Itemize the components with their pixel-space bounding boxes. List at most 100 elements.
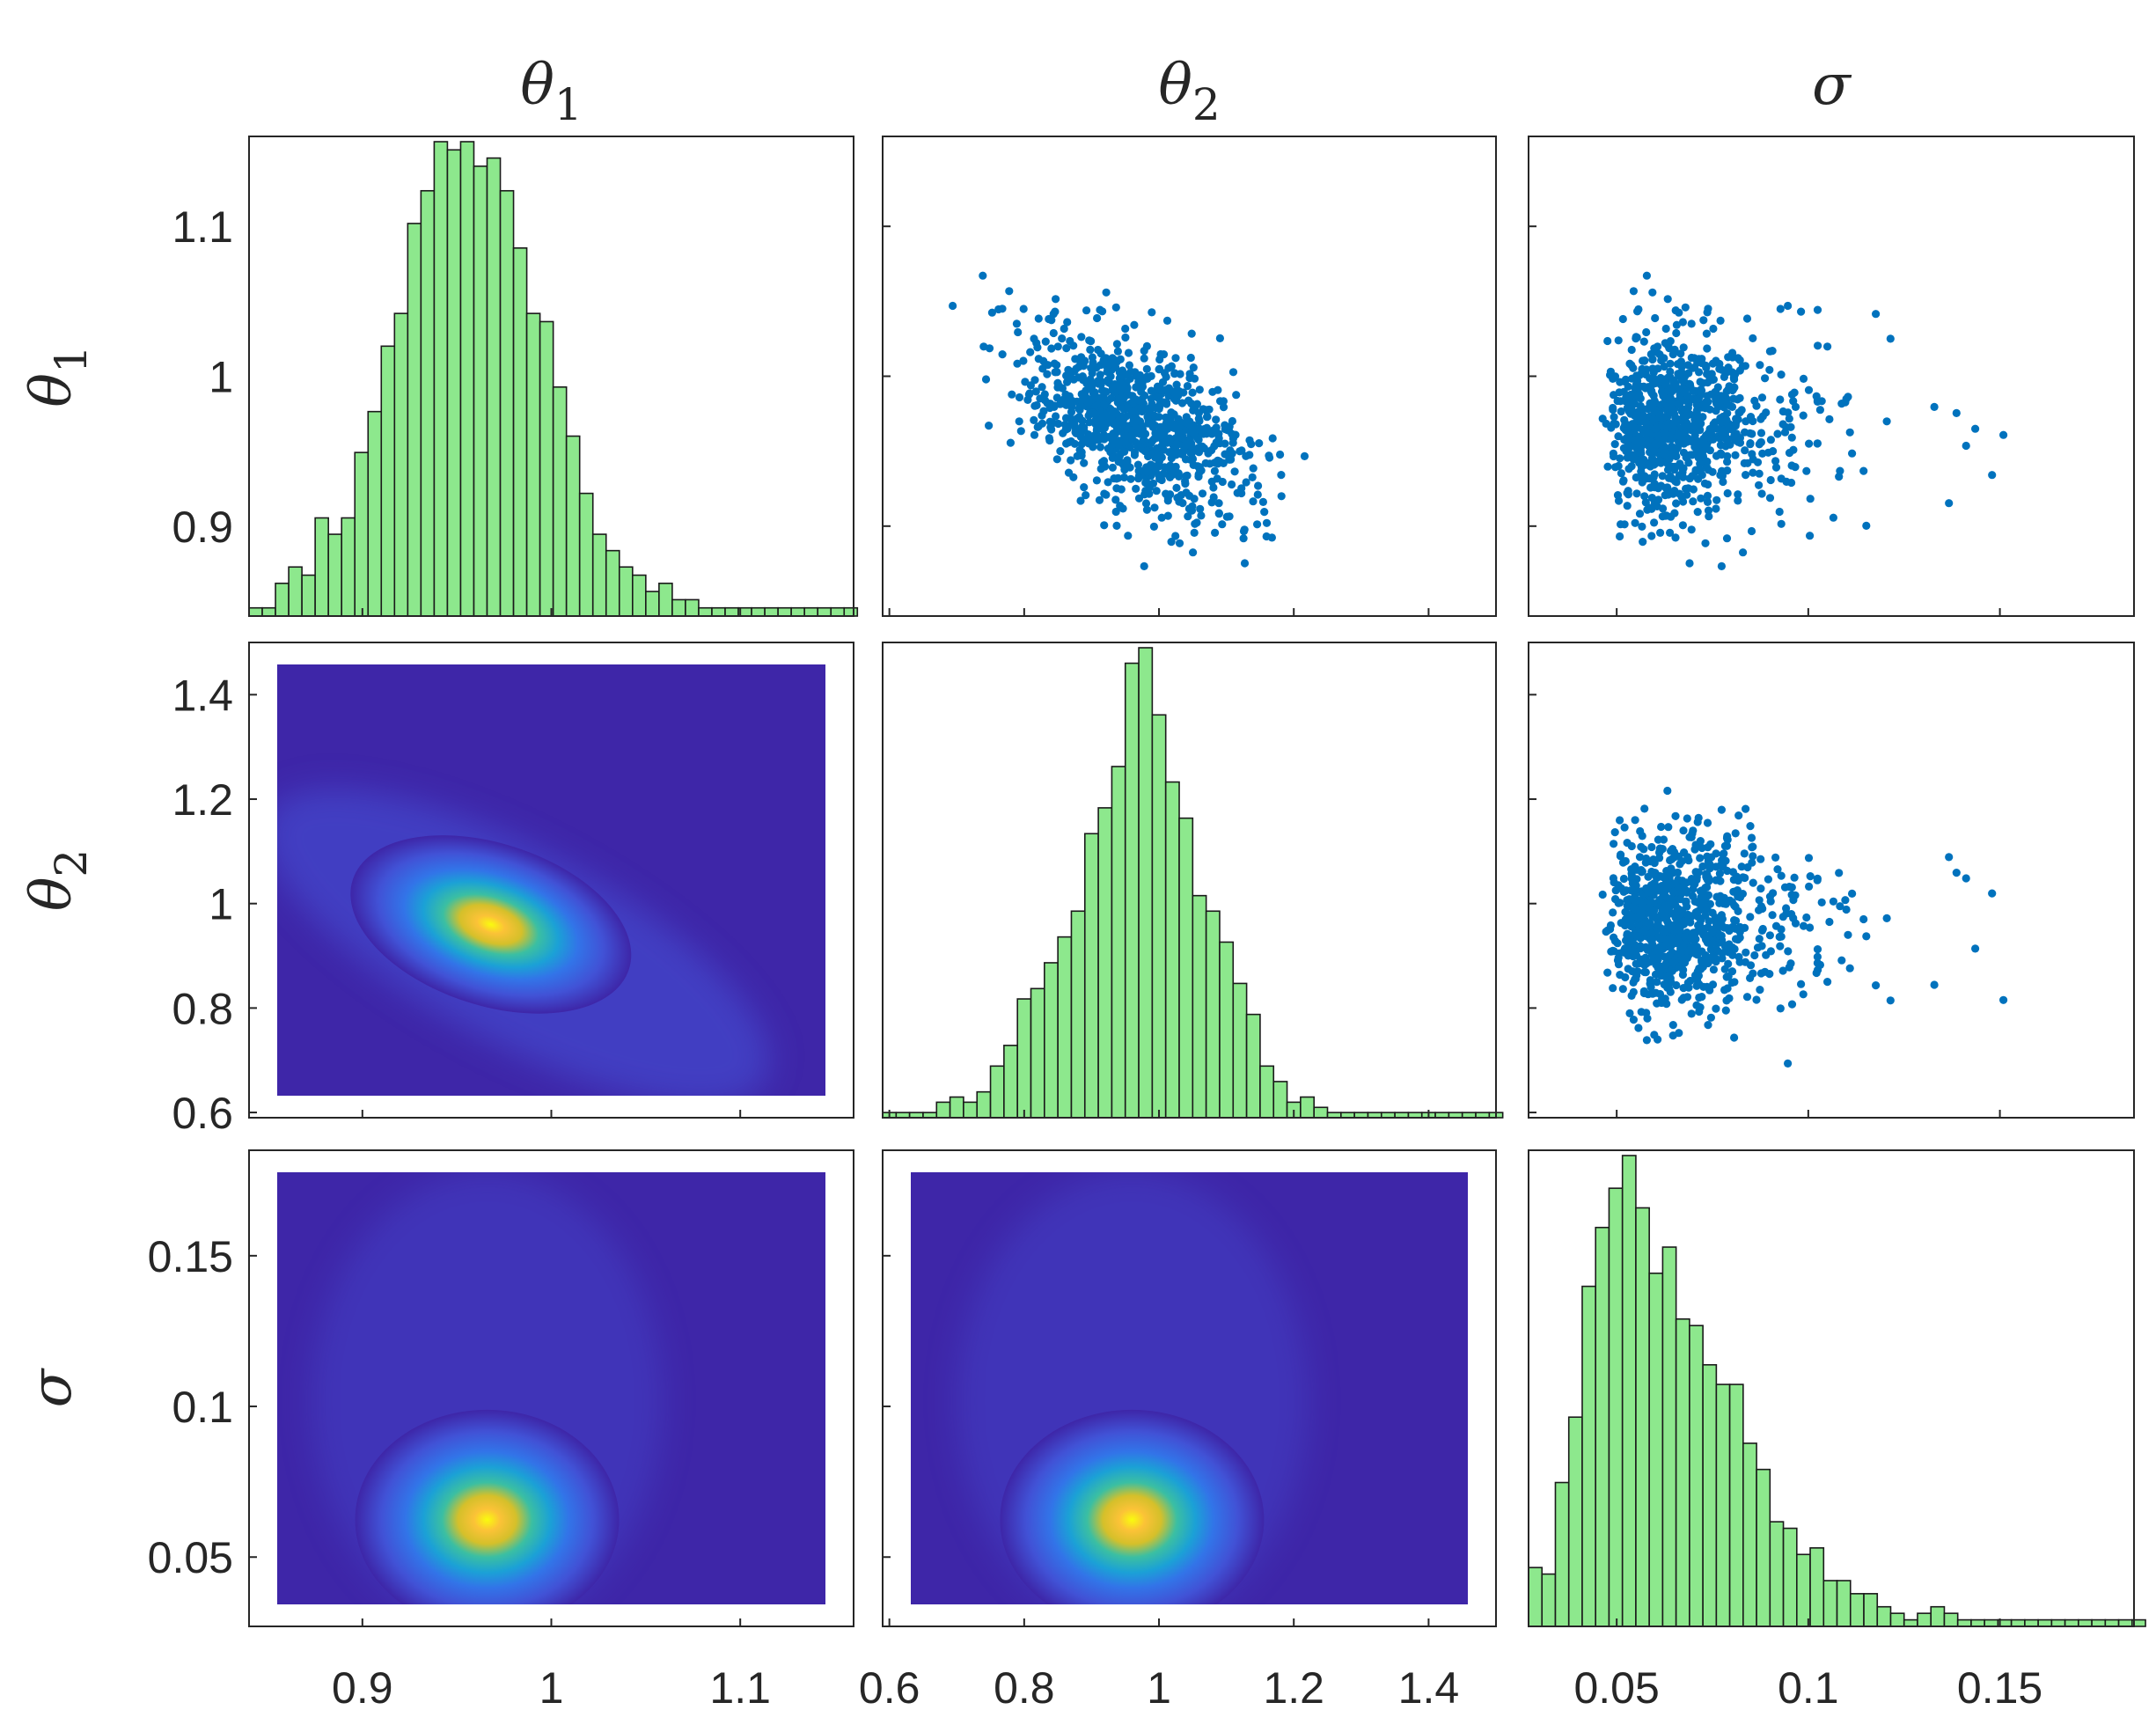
scatter-point bbox=[1773, 865, 1782, 874]
scatter-point bbox=[1644, 460, 1653, 470]
scatter-point bbox=[1684, 946, 1694, 955]
scatter-point bbox=[1262, 518, 1272, 527]
scatter-point bbox=[1671, 306, 1680, 315]
scatter-point bbox=[1079, 376, 1088, 385]
y-tick-label: 0.8 bbox=[172, 984, 233, 1033]
histogram-bar bbox=[420, 189, 436, 617]
scatter-point bbox=[1617, 469, 1625, 478]
scatter-point bbox=[1276, 450, 1285, 459]
scatter-point bbox=[1757, 926, 1767, 935]
scatter-point bbox=[1784, 947, 1793, 956]
scatter-point bbox=[1715, 870, 1724, 878]
scatter-point bbox=[1748, 843, 1756, 852]
scatter-point bbox=[1815, 406, 1824, 415]
scatter-point bbox=[1746, 822, 1755, 831]
scatter-point bbox=[1765, 365, 1774, 374]
scatter-point bbox=[1701, 361, 1710, 370]
scatter-point bbox=[1696, 1003, 1705, 1012]
scatter-point bbox=[1644, 888, 1653, 897]
scatter-point bbox=[1247, 440, 1256, 449]
histogram-bar bbox=[1003, 1045, 1018, 1119]
label-symbol: θ bbox=[19, 373, 84, 407]
scatter-point bbox=[1755, 481, 1764, 489]
scatter-point bbox=[985, 344, 994, 353]
scatter-point bbox=[1742, 804, 1750, 813]
scatter-point bbox=[1077, 333, 1086, 341]
scatter-point bbox=[1611, 463, 1620, 472]
scatter-point bbox=[1776, 942, 1785, 950]
scatter-point bbox=[1185, 374, 1194, 383]
scatter-point bbox=[1701, 404, 1710, 413]
scatter-point bbox=[1197, 511, 1206, 520]
scatter-point bbox=[1642, 271, 1651, 280]
scatter-point bbox=[1134, 494, 1144, 503]
scatter-point bbox=[1616, 454, 1624, 463]
scatter-point bbox=[1712, 862, 1720, 871]
scatter-point bbox=[1696, 378, 1705, 386]
scatter-point bbox=[1660, 972, 1668, 980]
scatter-point bbox=[1663, 786, 1672, 796]
histogram-bar bbox=[261, 606, 276, 617]
scatter-point bbox=[1723, 835, 1732, 844]
scatter-point bbox=[1627, 946, 1636, 955]
scatter-point bbox=[1126, 474, 1135, 483]
scatter-point bbox=[1221, 450, 1229, 459]
scatter-point bbox=[1015, 417, 1023, 426]
scatter-point bbox=[1136, 397, 1145, 406]
histogram-bar bbox=[1756, 1468, 1771, 1627]
scatter-point bbox=[949, 301, 957, 311]
scatter-point bbox=[1715, 398, 1724, 407]
scatter-point bbox=[1614, 336, 1623, 345]
scatter-point bbox=[1106, 372, 1115, 381]
scatter-point bbox=[1643, 945, 1652, 954]
scatter-point bbox=[1753, 943, 1763, 952]
scatter-point bbox=[1988, 471, 1997, 480]
scatter-point bbox=[1713, 383, 1722, 392]
scatter-point bbox=[1734, 496, 1742, 505]
histogram-bar bbox=[764, 606, 779, 617]
axes-frame bbox=[882, 1149, 1497, 1627]
scatter-point bbox=[1138, 377, 1147, 385]
scatter-point bbox=[1697, 914, 1705, 923]
scatter-point bbox=[1704, 843, 1712, 852]
histogram-bar bbox=[1016, 998, 1032, 1119]
y-tick-label: 1.4 bbox=[172, 671, 233, 720]
scatter-point bbox=[1108, 463, 1117, 472]
scatter-point bbox=[1134, 474, 1143, 483]
scatter-point bbox=[1603, 968, 1612, 977]
scatter-point bbox=[1607, 423, 1616, 432]
scatter-point bbox=[1668, 888, 1677, 897]
scatter-point bbox=[1761, 374, 1770, 383]
scatter-point bbox=[1043, 370, 1052, 378]
scatter-point bbox=[1785, 963, 1793, 972]
scatter-point bbox=[1704, 305, 1712, 313]
scatter-point bbox=[1641, 858, 1650, 867]
scatter-point bbox=[1171, 462, 1180, 472]
scatter-point bbox=[1786, 422, 1795, 431]
histogram-bar bbox=[1796, 1553, 1811, 1627]
scatter-point bbox=[1787, 390, 1797, 399]
scatter-point bbox=[1157, 442, 1166, 451]
scatter-point bbox=[1627, 841, 1636, 851]
scatter-point bbox=[1143, 413, 1152, 422]
scatter-point bbox=[1799, 411, 1808, 420]
histogram-bar bbox=[591, 533, 607, 617]
scatter-point bbox=[1214, 429, 1223, 438]
histogram-bar bbox=[1300, 1096, 1315, 1119]
scatter-point bbox=[1625, 1009, 1634, 1017]
scatter-point bbox=[1242, 478, 1250, 487]
scatter-point bbox=[1135, 442, 1144, 451]
scatter-point bbox=[1728, 385, 1737, 394]
scatter-point bbox=[1228, 368, 1238, 377]
scatter-point bbox=[1848, 449, 1857, 458]
scatter-point bbox=[1700, 479, 1709, 488]
scatter-point bbox=[1817, 898, 1826, 906]
scatter-point bbox=[1650, 859, 1659, 868]
scatter-point bbox=[1653, 378, 1661, 387]
scatter-point bbox=[1650, 518, 1659, 527]
scatter-point bbox=[1627, 871, 1637, 881]
histogram-bar bbox=[354, 451, 370, 617]
scatter-point bbox=[1734, 490, 1742, 499]
scatter-point bbox=[1141, 487, 1150, 495]
x-tick-label: 0.15 bbox=[1957, 1663, 2042, 1713]
